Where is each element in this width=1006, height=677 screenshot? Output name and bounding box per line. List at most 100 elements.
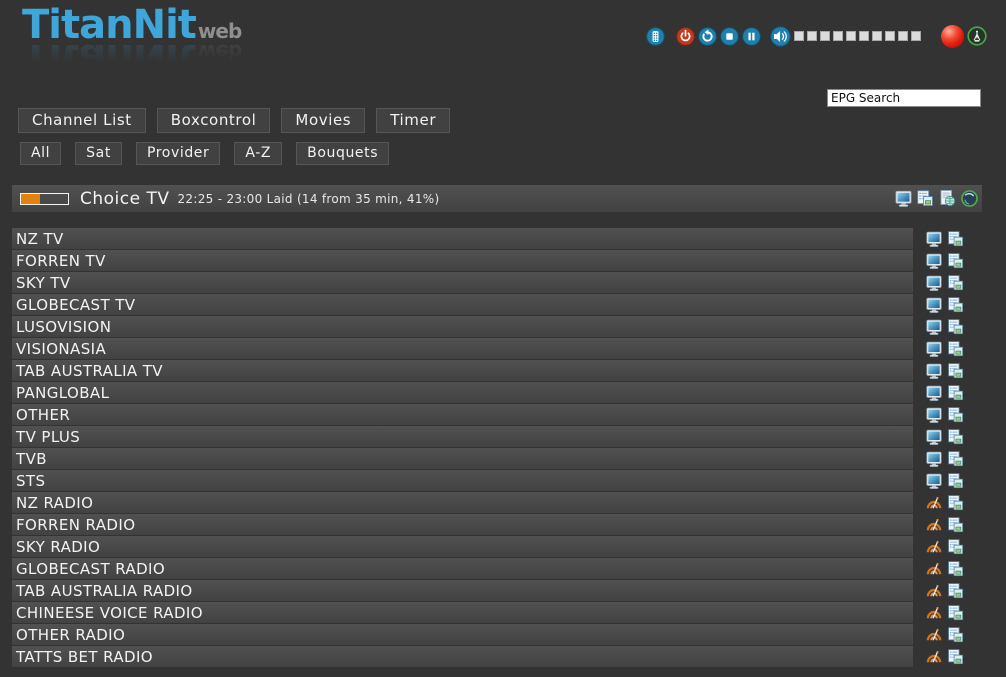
zap-channel-button[interactable] — [925, 296, 943, 314]
epg-pages-button[interactable] — [947, 340, 965, 358]
epg-pages-button[interactable] — [947, 604, 965, 622]
epg-pages-button[interactable] — [947, 318, 965, 336]
tab-movies[interactable]: Movies — [281, 108, 366, 133]
channel-row-bar[interactable]: TAB AUSTRALIA TV — [12, 360, 913, 381]
zap-channel-button[interactable] — [925, 428, 943, 446]
volume-segment[interactable] — [807, 31, 817, 41]
zap-channel-button[interactable] — [925, 648, 943, 666]
zap-channel-button[interactable] — [925, 340, 943, 358]
zap-channel-button[interactable] — [925, 582, 943, 600]
volume-segment[interactable] — [820, 31, 830, 41]
power-button[interactable] — [676, 26, 695, 46]
epg-pages-button[interactable] — [947, 516, 965, 534]
epg-pages-button[interactable] — [947, 582, 965, 600]
channel-row-bar[interactable]: GLOBECAST RADIO — [12, 558, 913, 579]
channel-row-bar[interactable]: OTHER — [12, 404, 913, 425]
zap-channel-button[interactable] — [925, 274, 943, 292]
tab-channel-list[interactable]: Channel List — [18, 108, 146, 133]
volume-segment[interactable] — [794, 31, 804, 41]
tv-monitor-button[interactable] — [894, 189, 913, 208]
record-status-icon[interactable] — [941, 24, 964, 48]
stream-globe-button[interactable] — [960, 189, 979, 208]
zap-channel-button[interactable] — [925, 494, 943, 512]
volume-mute-button[interactable] — [770, 25, 791, 47]
channel-row-bar[interactable]: FORREN RADIO — [12, 514, 913, 535]
zap-channel-button[interactable] — [925, 560, 943, 578]
epg-pages-button[interactable] — [947, 230, 965, 248]
filter-all[interactable]: All — [20, 142, 62, 165]
logo-subtitle: web — [197, 19, 242, 43]
channel-row-bar[interactable]: TATTS BET RADIO — [12, 646, 913, 667]
zap-channel-button[interactable] — [925, 362, 943, 380]
channel-row-bar[interactable]: CHINEESE VOICE RADIO — [12, 602, 913, 623]
stop-button[interactable] — [720, 26, 739, 46]
filter-provider[interactable]: Provider — [135, 142, 221, 165]
epg-pages-button[interactable] — [947, 406, 965, 424]
zap-channel-button[interactable] — [925, 450, 943, 468]
filter-sat[interactable]: Sat — [75, 142, 122, 165]
zap-channel-button[interactable] — [925, 538, 943, 556]
channel-row-bar[interactable]: GLOBECAST TV — [12, 294, 913, 315]
channel-row-bar[interactable]: TVB — [12, 448, 913, 469]
volume-segment[interactable] — [872, 31, 882, 41]
zap-channel-button[interactable] — [925, 252, 943, 270]
zap-channel-button[interactable] — [925, 516, 943, 534]
volume-segment[interactable] — [846, 31, 856, 41]
volume-segment[interactable] — [911, 31, 921, 41]
epg-pages-button[interactable] — [947, 384, 965, 402]
channel-row-bar[interactable]: FORREN TV — [12, 250, 913, 271]
volume-segment[interactable] — [898, 31, 908, 41]
pause-button[interactable] — [742, 26, 761, 46]
epg-pages-button[interactable] — [947, 252, 965, 270]
epg-pages-icon — [947, 604, 965, 622]
tab-boxcontrol[interactable]: Boxcontrol — [156, 108, 271, 133]
radio-antenna-icon — [925, 626, 943, 644]
tab-timer[interactable]: Timer — [376, 108, 451, 133]
epg-pages-button[interactable] — [947, 560, 965, 578]
epg-pages-button[interactable] — [947, 274, 965, 292]
epg-pages-button[interactable] — [947, 472, 965, 490]
channel-name: LUSOVISION — [16, 317, 112, 336]
zap-channel-button[interactable] — [925, 472, 943, 490]
epg-pages-button[interactable] — [947, 450, 965, 468]
channel-row-bar[interactable]: SKY TV — [12, 272, 913, 293]
epg-pages-button[interactable] — [947, 296, 965, 314]
channel-row-bar[interactable]: VISIONASIA — [12, 338, 913, 359]
epg-pages-button[interactable] — [947, 538, 965, 556]
channel-row-bar[interactable]: STS — [12, 470, 913, 491]
channel-row-bar[interactable]: PANGLOBAL — [12, 382, 913, 403]
current-epg-info: 22:25 - 23:00 Laid (14 from 35 min, 41%) — [177, 191, 440, 206]
channel-row-bar[interactable]: TAB AUSTRALIA RADIO — [12, 580, 913, 601]
epg-search-input[interactable] — [827, 89, 981, 107]
epg-pages-icon — [947, 428, 965, 446]
volume-segment[interactable] — [859, 31, 869, 41]
channel-row-bar[interactable]: NZ TV — [12, 228, 913, 249]
channel-row-bar[interactable]: SKY RADIO — [12, 536, 913, 557]
zap-channel-button[interactable] — [925, 384, 943, 402]
channel-row-actions — [925, 604, 965, 622]
zap-channel-button[interactable] — [925, 230, 943, 248]
zap-channel-button[interactable] — [925, 626, 943, 644]
epg-pages-button[interactable] — [947, 494, 965, 512]
channel-row-bar[interactable]: TV PLUS — [12, 426, 913, 447]
channel-row-bar[interactable]: LUSOVISION — [12, 316, 913, 337]
volume-segment[interactable] — [833, 31, 843, 41]
zap-channel-button[interactable] — [925, 604, 943, 622]
epg-pages-button[interactable] — [947, 626, 965, 644]
volume-segment[interactable] — [885, 31, 895, 41]
zap-channel-button[interactable] — [925, 406, 943, 424]
epg-pages-button[interactable] — [916, 189, 935, 208]
web-epg-button[interactable] — [938, 189, 957, 208]
signal-antenna-button[interactable] — [967, 26, 987, 46]
refresh-button[interactable] — [698, 26, 717, 46]
channel-row-bar[interactable]: OTHER RADIO — [12, 624, 913, 645]
channel-row-bar[interactable]: NZ RADIO — [12, 492, 913, 513]
filter-bouquets[interactable]: Bouquets — [296, 142, 390, 165]
tv-monitor-icon — [925, 340, 943, 358]
filter-a-z[interactable]: A-Z — [234, 142, 283, 165]
remote-control-button[interactable] — [646, 26, 665, 46]
zap-channel-button[interactable] — [925, 318, 943, 336]
epg-pages-button[interactable] — [947, 648, 965, 666]
epg-pages-button[interactable] — [947, 428, 965, 446]
epg-pages-button[interactable] — [947, 362, 965, 380]
